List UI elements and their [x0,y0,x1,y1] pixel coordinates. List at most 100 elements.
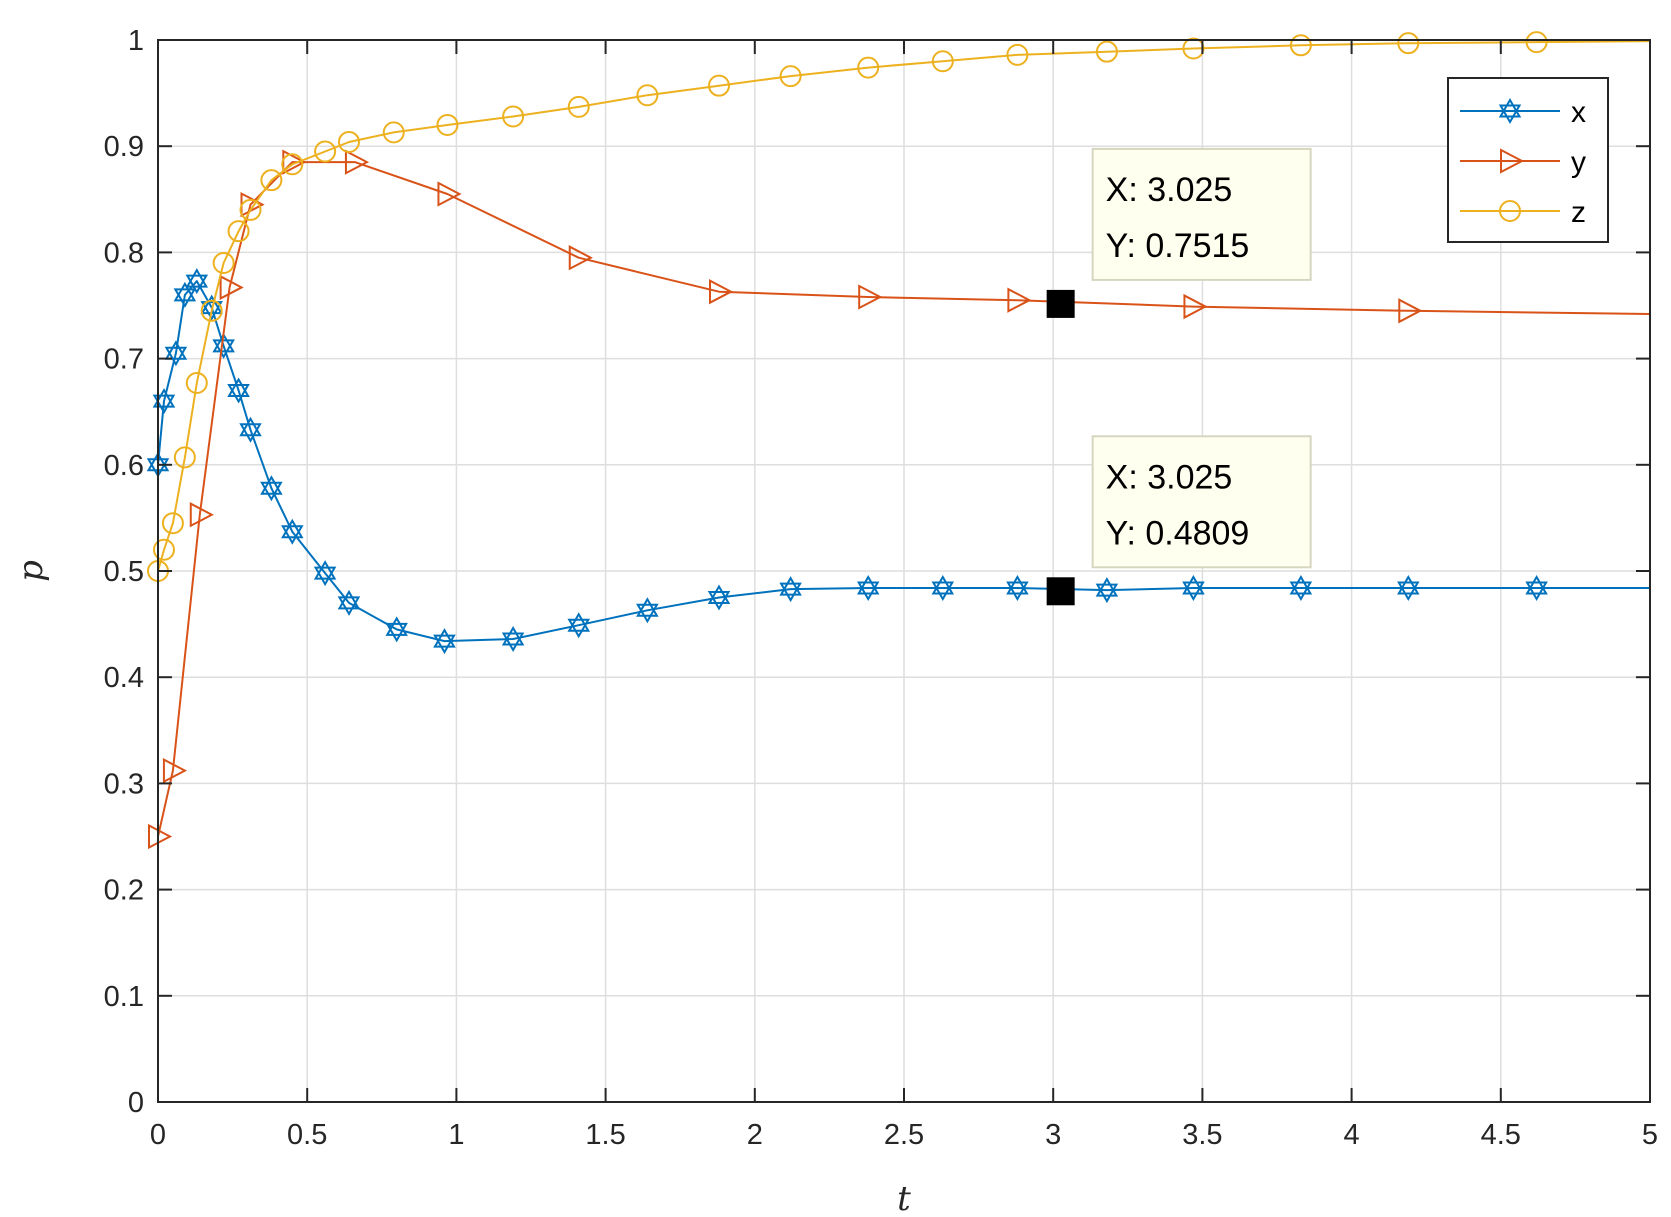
datatip-box [1091,147,1312,281]
series-z-marker [337,130,360,153]
series-y-line [157,161,1651,837]
legend-label: z [1571,196,1586,229]
series-y-marker [189,502,214,528]
series-x-marker [636,597,659,624]
series-y-marker [1183,293,1208,320]
datatip-x-label: X: 3.025 [1106,171,1233,209]
x-tick-label: 1.5 [585,1119,625,1151]
series-y-marker [148,823,173,850]
datatip[interactable]: X: 3.025 Y: 0.7515 [1046,147,1312,318]
series-z-marker [1095,40,1118,63]
legend-item-z: z [1460,196,1586,229]
series-x-marker [779,576,802,603]
series-x-marker [173,281,197,308]
series-z-marker [314,140,337,163]
legend-marker [1498,97,1522,125]
y-tick-label: 1 [128,25,144,57]
series-z-marker [567,95,590,118]
series-x-marker [313,560,337,587]
series-y-marker [219,274,244,301]
series-z-marker [227,220,250,243]
datatip[interactable]: X: 3.025 Y: 0.4809 [1046,435,1312,606]
x-axis-label: t [897,1179,911,1217]
series-z-marker [779,65,802,88]
series-z-marker [1525,31,1548,54]
series-z-marker [1182,37,1205,60]
series-x-marker [856,574,880,602]
legend-label: y [1571,146,1586,179]
y-tick-label: 0.1 [104,981,144,1013]
x-tick-label: 4 [1344,1119,1360,1151]
series-y-marker [344,149,370,175]
series-x-marker [152,388,176,415]
series-x [146,268,1650,655]
legend-item-y: y [1460,146,1586,179]
datatip-marker[interactable] [1046,577,1075,606]
legend-item-x: x [1460,96,1586,129]
series-y-marker [708,279,734,305]
series-z-marker [212,252,235,275]
datatip-marker[interactable] [1046,289,1075,318]
series-x-marker [1397,574,1420,602]
series-x-marker [227,377,250,404]
y-tick-label: 0.6 [104,450,144,482]
series-z-line [157,40,1651,572]
y-tick-label: 0.4 [104,662,144,694]
series-x-marker [185,268,209,295]
series-z-marker [436,113,459,136]
series-y-marker [1007,287,1032,313]
series-z-marker [382,121,405,144]
series-z-marker [857,56,880,79]
datatip-y-label: Y: 0.7515 [1106,227,1250,265]
series-x-marker [260,475,283,502]
series-x-marker [281,518,304,545]
series-x-marker [1289,575,1313,601]
series-x-marker [1182,575,1205,601]
series-z-marker [260,169,283,192]
y-tick-label: 0.9 [104,131,144,163]
series-x-marker [337,589,361,616]
x-tick-label: 0 [150,1119,166,1151]
legend-marker [1499,200,1521,222]
series-z-marker [173,446,196,469]
x-tick-label: 5 [1642,1119,1658,1151]
x-tick-label: 2 [747,1119,763,1151]
series-x-marker [433,628,456,655]
series-y-marker [858,284,883,310]
series-x-line [157,280,1650,643]
y-tick-label: 0 [128,1087,144,1119]
datatip-box [1091,435,1312,569]
series-x-marker [567,612,591,639]
series-x-marker [1006,574,1029,602]
series-z-marker [707,74,730,97]
series-x-marker [707,584,731,611]
series-x-marker [501,625,525,653]
legend: xyz [1447,77,1609,243]
y-tick-label: 0.3 [104,768,144,800]
series-x-marker [385,616,408,643]
series-z-marker [200,299,223,322]
y-tick-label: 0.5 [104,556,144,588]
y-axis-label: p [11,560,51,582]
legend-marker [1500,148,1525,174]
series-x-marker [164,340,188,367]
series-z-marker [502,105,525,128]
ticks: 0 0.5 1 1.5 2 2.5 3 3.5 4 4.5 5 0 0.1 0.2 0.3 0.4 0.5 0.6… [104,25,1658,1151]
x-tick-label: 3.5 [1182,1119,1222,1151]
series-layer [146,31,1651,850]
series-z-marker [931,50,954,73]
series-y-marker [437,181,462,207]
series-z-marker [281,153,304,176]
datatips: X: 3.025 Y: 0.7515 X: 3.025 Y: 0.4809 [1046,147,1312,606]
series-z [147,31,1651,582]
x-tick-label: 0.5 [287,1119,327,1151]
series-z-marker [1289,34,1312,57]
series-y-marker [568,245,593,271]
legend-label: x [1571,96,1586,129]
series-x-marker [1095,577,1119,604]
series-z-marker [152,538,175,561]
x-tick-label: 3 [1045,1119,1061,1151]
y-tick-label: 0.2 [104,875,144,907]
series-z-marker [185,372,208,395]
